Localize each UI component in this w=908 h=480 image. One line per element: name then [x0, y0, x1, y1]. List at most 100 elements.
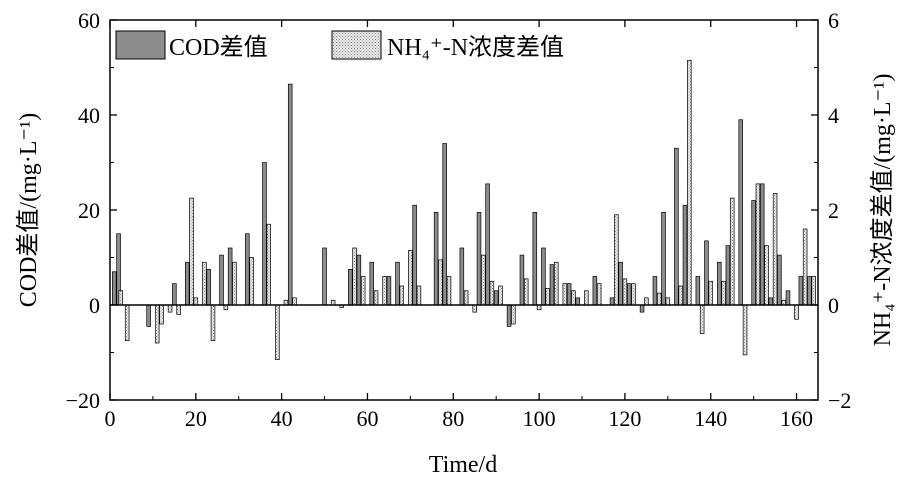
nh4-bar — [622, 278, 628, 306]
nh4-bar — [159, 304, 164, 325]
x-tick-label: 120 — [608, 406, 641, 431]
nh4-bar — [266, 223, 272, 306]
cod-bar — [798, 276, 804, 306]
nh4-bar — [614, 214, 619, 306]
cod-bar — [777, 254, 782, 306]
cod-bar — [785, 290, 791, 306]
cod-bar — [661, 212, 666, 306]
nh4-bar — [742, 304, 748, 356]
legend-label-cod: COD差值 — [169, 34, 268, 61]
nh4-bar — [772, 193, 778, 306]
nh4-bar — [189, 197, 194, 306]
cod-bar — [768, 297, 774, 306]
cod-bar — [476, 212, 482, 306]
nh4-bar — [811, 276, 816, 306]
cod-bar — [592, 276, 598, 306]
cod-bar — [172, 283, 177, 306]
cod-bar — [532, 212, 538, 306]
legend-swatch-nh4 — [331, 30, 382, 60]
cod-bar — [206, 269, 211, 306]
nh4-bar — [562, 283, 568, 306]
y-tick-label-left: 40 — [78, 103, 100, 128]
nh4-bar — [571, 290, 576, 306]
cod-bar — [618, 261, 623, 306]
nh4-bar — [553, 261, 559, 306]
legend-label-nh4: NH₄⁺-N浓度差值 — [387, 34, 564, 61]
bars-layer — [112, 60, 816, 360]
y-axis-title-right: NH₄⁺-N浓度差值/(mg·L⁻¹) — [869, 74, 896, 347]
cod-bar — [322, 247, 327, 306]
y-tick-label-left: 20 — [78, 198, 100, 223]
nh4-bar — [656, 292, 662, 306]
nh4-bar — [118, 290, 123, 306]
nh4-bar — [275, 304, 280, 360]
nh4-bar — [438, 259, 443, 306]
cod-bar — [146, 304, 151, 327]
x-tick-label: 140 — [694, 406, 727, 431]
nh4-bar — [511, 304, 516, 325]
cod-bar — [674, 147, 679, 306]
axes-layer — [109, 19, 819, 401]
nh4-bar — [408, 250, 413, 306]
nh4-bar — [210, 304, 216, 341]
nh4-bar — [382, 276, 387, 306]
x-axis-title: Time/d — [429, 452, 497, 478]
nh4-bar — [352, 247, 357, 306]
cod-bar — [356, 254, 362, 306]
nh4-bar — [764, 245, 769, 306]
x-tick-label: 80 — [442, 406, 464, 431]
nh4-bar — [498, 285, 503, 306]
y-tick-label-right: 4 — [828, 103, 839, 128]
cod-bar — [412, 204, 417, 306]
cod-bar — [386, 276, 392, 306]
cod-bar — [433, 212, 439, 306]
cod-bar — [219, 254, 224, 306]
nh4-bar — [489, 280, 495, 306]
y-tick-label-right: 2 — [828, 198, 839, 223]
cod-bar — [575, 297, 580, 306]
nh4-bar — [721, 280, 726, 306]
nh4-bar — [729, 197, 735, 306]
x-tick-label: 40 — [271, 406, 293, 431]
nh4-bar — [399, 285, 405, 306]
nh4-bar — [545, 288, 550, 306]
nh4-bar — [631, 283, 636, 306]
cod-bar — [485, 183, 490, 306]
nh4-bar — [802, 228, 808, 306]
nh4-bar — [481, 254, 486, 306]
nh4-bar — [463, 290, 469, 306]
nh4-bar — [794, 304, 799, 320]
cod-bar — [369, 261, 375, 306]
nh4-bar — [596, 283, 602, 306]
cod-bar — [652, 276, 658, 306]
cod-bar — [626, 283, 632, 306]
cod-bar — [493, 290, 499, 306]
nh4-bar — [249, 257, 254, 306]
y-tick-label-right: 6 — [828, 8, 839, 33]
x-tick-label: 20 — [185, 406, 207, 431]
nh4-bar — [523, 278, 529, 306]
y-tick-label-left: 60 — [78, 8, 100, 33]
nh4-bar — [202, 261, 207, 306]
y-tick-label-left: −20 — [66, 388, 100, 413]
cod-bar — [227, 247, 233, 306]
cod-bar — [807, 276, 812, 306]
nh4-bar — [446, 276, 452, 306]
nh4-bar — [644, 297, 649, 306]
nh4-bar — [124, 304, 130, 341]
nh4-bar — [678, 285, 683, 306]
cod-bar — [184, 261, 190, 306]
cod-bar — [348, 269, 353, 306]
y-axis-title-left: COD差值/(mg·L⁻¹) — [15, 113, 42, 308]
nh4-bar — [154, 304, 160, 344]
nh4-bar — [416, 285, 422, 306]
x-tick-label: 60 — [356, 406, 378, 431]
y-tick-label-right: 0 — [828, 293, 839, 318]
nh4-bar — [373, 290, 379, 306]
nh4-bar — [232, 261, 237, 306]
cod-bar — [759, 183, 765, 306]
nh4-bar — [193, 297, 199, 306]
cod-bar — [639, 304, 645, 313]
cod-bar — [262, 162, 267, 306]
